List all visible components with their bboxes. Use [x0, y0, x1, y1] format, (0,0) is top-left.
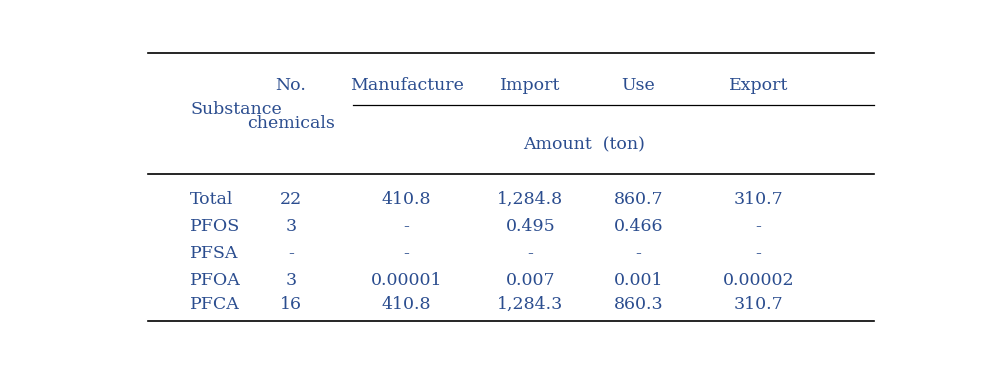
- Text: Export: Export: [729, 77, 788, 94]
- Text: Amount  (ton): Amount (ton): [523, 137, 645, 154]
- Text: -: -: [288, 245, 294, 262]
- Text: 860.3: 860.3: [613, 296, 663, 313]
- Text: -: -: [756, 218, 761, 235]
- Text: chemicals: chemicals: [247, 115, 335, 132]
- Text: 860.7: 860.7: [613, 191, 663, 208]
- Text: 310.7: 310.7: [734, 296, 783, 313]
- Text: Total: Total: [190, 191, 233, 208]
- Text: 1,284.3: 1,284.3: [498, 296, 563, 313]
- Text: PFSA: PFSA: [190, 245, 238, 262]
- Text: 310.7: 310.7: [734, 191, 783, 208]
- Text: 0.001: 0.001: [614, 272, 663, 289]
- Text: 0.466: 0.466: [614, 218, 663, 235]
- Text: 16: 16: [280, 296, 302, 313]
- Text: PFCA: PFCA: [190, 296, 240, 313]
- Text: 410.8: 410.8: [382, 191, 432, 208]
- Text: No.: No.: [275, 77, 306, 94]
- Text: 0.00001: 0.00001: [371, 272, 443, 289]
- Text: 3: 3: [285, 272, 296, 289]
- Text: PFOS: PFOS: [190, 218, 240, 235]
- Text: Substance: Substance: [190, 101, 282, 118]
- Text: 22: 22: [279, 191, 302, 208]
- Text: -: -: [404, 218, 410, 235]
- Text: -: -: [635, 245, 641, 262]
- Text: Import: Import: [500, 77, 560, 94]
- Text: -: -: [756, 245, 761, 262]
- Text: PFOA: PFOA: [190, 272, 241, 289]
- Text: -: -: [404, 245, 410, 262]
- Text: 1,284.8: 1,284.8: [498, 191, 563, 208]
- Text: 0.00002: 0.00002: [723, 272, 794, 289]
- Text: 0.007: 0.007: [505, 272, 555, 289]
- Text: 410.8: 410.8: [382, 296, 432, 313]
- Text: Use: Use: [621, 77, 655, 94]
- Text: 3: 3: [285, 218, 296, 235]
- Text: -: -: [527, 245, 533, 262]
- Text: Manufacture: Manufacture: [350, 77, 464, 94]
- Text: 0.495: 0.495: [505, 218, 555, 235]
